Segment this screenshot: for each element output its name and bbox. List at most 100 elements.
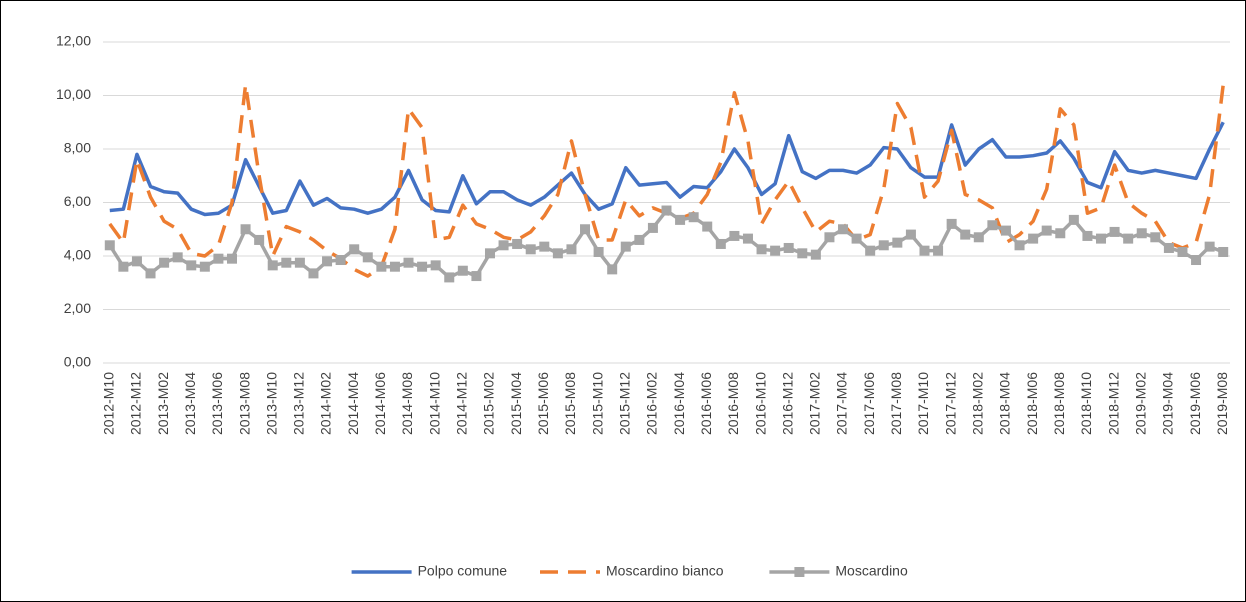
x-tick-label: 2018-M02 — [970, 372, 986, 435]
point-marker — [946, 218, 957, 229]
point-marker — [960, 229, 971, 240]
x-tick-label: 2013-M02 — [155, 372, 171, 435]
point-marker — [417, 261, 428, 272]
x-tick-label: 2019-M08 — [1214, 372, 1230, 435]
x-tick-label: 2013-M12 — [291, 372, 307, 435]
point-marker — [322, 256, 333, 267]
point-marker — [335, 255, 346, 266]
point-marker — [1014, 240, 1025, 251]
point-marker — [159, 257, 170, 268]
x-tick-label: 2019-M04 — [1160, 372, 1176, 435]
y-tick-label: 6,00 — [64, 193, 91, 209]
point-marker — [118, 261, 129, 272]
series-line — [109, 121, 1225, 217]
x-tick-label: 2017-M10 — [915, 372, 931, 435]
x-tick-label: 2016-M02 — [644, 372, 660, 435]
point-marker — [1055, 228, 1066, 239]
x-tick-label: 2016-M06 — [698, 372, 714, 435]
point-marker — [240, 224, 251, 235]
point-marker — [593, 246, 604, 257]
point-marker — [539, 241, 550, 252]
x-tick-label: 2013-M10 — [263, 372, 279, 435]
point-marker — [1082, 230, 1093, 241]
point-marker — [1150, 232, 1161, 243]
point-marker — [308, 268, 319, 279]
legend-label: Moscardino bianco — [606, 563, 724, 579]
y-tick-label: 10,00 — [56, 86, 91, 102]
point-marker — [512, 238, 523, 249]
x-tick-label: 2018-M08 — [1051, 372, 1067, 435]
point-marker — [471, 271, 482, 282]
x-tick-label: 2016-M12 — [779, 372, 795, 435]
point-marker — [376, 261, 387, 272]
x-tick-label: 2016-M08 — [725, 372, 741, 435]
point-marker — [756, 244, 767, 255]
point-marker — [770, 245, 781, 256]
x-tick-label: 2019-M02 — [1132, 372, 1148, 435]
x-tick-label: 2013-M04 — [182, 372, 198, 435]
point-marker — [878, 240, 889, 251]
x-tick-label: 2019-M06 — [1187, 372, 1203, 435]
y-tick-label: 12,00 — [56, 33, 91, 49]
x-tick-label: 2015-M04 — [508, 372, 524, 435]
point-marker — [607, 264, 618, 275]
point-marker — [688, 212, 699, 223]
x-tick-label: 2018-M10 — [1078, 372, 1094, 435]
point-marker — [172, 252, 183, 263]
point-marker — [104, 240, 115, 251]
point-marker — [702, 221, 713, 232]
legend-label: Moscardino — [835, 563, 908, 579]
point-marker — [797, 248, 808, 259]
point-marker — [715, 238, 726, 249]
point-marker — [987, 220, 998, 231]
point-marker — [131, 256, 142, 267]
x-tick-label: 2014-M08 — [399, 372, 415, 435]
x-tick-label: 2012-M10 — [100, 372, 116, 435]
x-tick-label: 2017-M02 — [807, 372, 823, 435]
x-tick-label: 2014-M10 — [426, 372, 442, 435]
point-marker — [199, 261, 210, 272]
point-marker — [389, 261, 400, 272]
point-marker — [403, 257, 414, 268]
point-marker — [851, 233, 862, 244]
point-marker — [1177, 246, 1188, 257]
point-marker — [430, 260, 441, 271]
point-marker — [1163, 242, 1174, 253]
point-marker — [1123, 233, 1134, 244]
x-tick-label: 2018-M04 — [997, 372, 1013, 435]
x-tick-label: 2015-M08 — [562, 372, 578, 435]
point-marker — [294, 257, 305, 268]
legend-label: Polpo comune — [418, 563, 508, 579]
point-marker — [1000, 225, 1011, 236]
point-marker — [254, 234, 265, 245]
x-tick-label: 2015-M06 — [535, 372, 551, 435]
point-marker — [1041, 225, 1052, 236]
x-tick-label: 2013-M08 — [236, 372, 252, 435]
x-tick-label: 2016-M10 — [752, 372, 768, 435]
point-marker — [647, 222, 658, 233]
y-tick-label: 0,00 — [64, 354, 91, 370]
point-marker — [620, 241, 631, 252]
point-marker — [1218, 246, 1229, 257]
point-marker — [919, 245, 930, 256]
x-tick-label: 2017-M04 — [834, 372, 850, 435]
point-marker — [525, 244, 536, 255]
point-marker — [552, 248, 563, 259]
point-marker — [810, 249, 821, 260]
point-marker — [349, 244, 360, 255]
point-marker — [742, 233, 753, 244]
point-marker — [566, 244, 577, 255]
point-marker — [783, 242, 794, 253]
x-tick-label: 2015-M10 — [589, 372, 605, 435]
point-marker — [1136, 228, 1147, 239]
point-marker — [1096, 233, 1107, 244]
y-tick-label: 8,00 — [64, 140, 91, 156]
point-marker — [1068, 214, 1079, 225]
x-tick-label: 2015-M02 — [481, 372, 497, 435]
point-marker — [973, 232, 984, 243]
x-tick-label: 2014-M12 — [454, 372, 470, 435]
point-marker — [444, 272, 455, 283]
x-tick-label: 2017-M08 — [888, 372, 904, 435]
